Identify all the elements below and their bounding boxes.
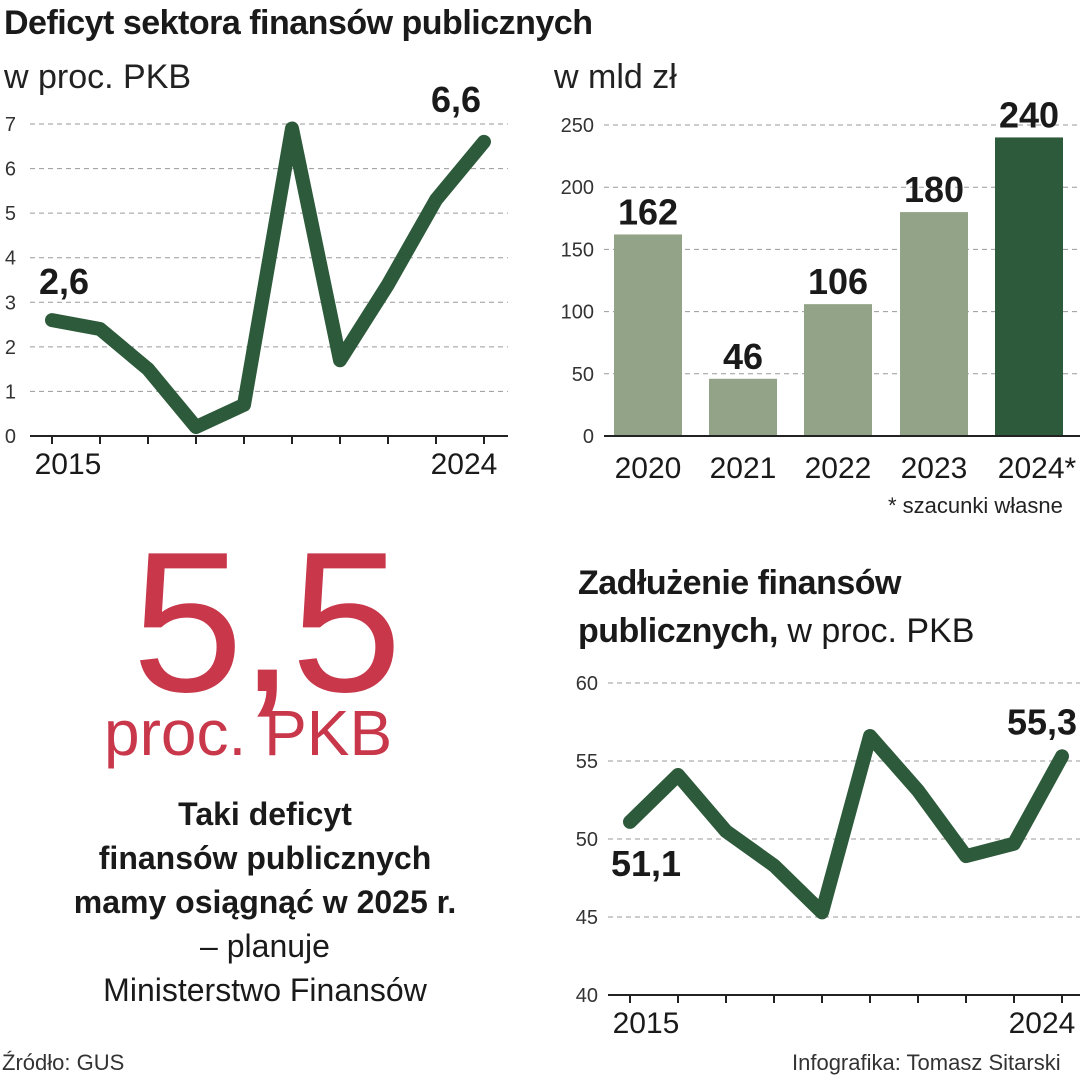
deficit-pct-data-label: 2,6 bbox=[39, 261, 89, 302]
debt-pct-y-tick: 50 bbox=[576, 829, 598, 851]
debt-pct-y-tick: 55 bbox=[576, 751, 598, 773]
highlight-value: 5,5 bbox=[132, 511, 402, 734]
deficit-bn-x-label: 2024* bbox=[998, 452, 1077, 485]
right-subtitle: w mld zł bbox=[554, 58, 677, 96]
deficit-pct-point bbox=[337, 357, 343, 364]
deficit-pct-series-line bbox=[45, 121, 491, 435]
debt-pct-point bbox=[771, 862, 777, 869]
deficit-bn-x-label: 2022 bbox=[805, 452, 872, 485]
estimate-note: * szacunki własne bbox=[888, 493, 1063, 518]
debt-pct-point bbox=[1011, 840, 1017, 847]
debt-pct-y-tick: 45 bbox=[576, 907, 598, 929]
deficit-bn-y-tick: 50 bbox=[572, 364, 594, 386]
deficit-bn-bar bbox=[614, 234, 682, 436]
debt-pct-point bbox=[675, 772, 681, 779]
debt-pct-point bbox=[627, 818, 633, 825]
caption-line-4: – planuje bbox=[200, 928, 330, 964]
highlight-unit: proc. PKB bbox=[104, 697, 393, 769]
deficit-bn-bar bbox=[900, 212, 968, 436]
debt-pct-point bbox=[723, 828, 729, 835]
debt-title-rest: w proc. PKB bbox=[787, 612, 975, 650]
chart-title: Deficyt sektora finansów publicznych bbox=[4, 4, 593, 42]
deficit-pct-point bbox=[97, 326, 103, 333]
deficit-bn-bar-label: 106 bbox=[808, 261, 868, 302]
debt-title-line-1: Zadłużenie finansów bbox=[578, 564, 901, 602]
deficit-pct-y-tick: 1 bbox=[5, 381, 16, 403]
deficit-pct-point bbox=[145, 366, 151, 373]
deficit-pct-point bbox=[385, 281, 391, 288]
deficit-pct-point bbox=[433, 196, 439, 203]
deficit-pct-y-tick: 5 bbox=[5, 203, 16, 225]
debt-pct-y-tick: 40 bbox=[576, 985, 598, 1007]
debt-pct-point bbox=[867, 733, 873, 740]
deficit-bn-bar-label: 180 bbox=[904, 169, 964, 210]
debt-pct-data-label: 55,3 bbox=[1007, 701, 1077, 742]
debt-pct-data-label: 51,1 bbox=[611, 843, 681, 884]
debt-pct-point bbox=[915, 787, 921, 794]
deficit-pct-data-label: 6,6 bbox=[431, 79, 481, 120]
deficit-bn-bar-label: 240 bbox=[999, 94, 1059, 135]
deficit-pct-y-tick: 7 bbox=[5, 114, 16, 136]
deficit-pct-y-tick: 4 bbox=[5, 248, 16, 270]
debt-pct-point bbox=[963, 853, 969, 860]
debt-pct-point bbox=[1059, 753, 1065, 760]
deficit-pct-y-tick: 2 bbox=[5, 337, 16, 359]
deficit-bn-bar-label: 162 bbox=[618, 191, 678, 232]
debt-pct-point bbox=[819, 909, 825, 916]
deficit-bn-bar bbox=[804, 304, 872, 436]
highlight-caption: Taki deficyt finansów publicznych mamy o… bbox=[20, 792, 510, 1012]
deficit-pct-point bbox=[241, 401, 247, 408]
deficit-bn-bar bbox=[709, 378, 777, 436]
deficit-pct-y-tick: 0 bbox=[5, 426, 16, 448]
deficit-pct-x-tick-label: 2015 bbox=[35, 448, 102, 481]
deficit-bn-bar-label: 46 bbox=[723, 336, 763, 377]
deficit-pct-point bbox=[481, 138, 487, 145]
deficit-bn-x-label: 2020 bbox=[615, 452, 682, 485]
debt-pct-series-line bbox=[623, 729, 1069, 920]
left-subtitle: w proc. PKB bbox=[4, 58, 192, 96]
deficit-bn-y-tick: 0 bbox=[583, 426, 594, 448]
deficit-pct-y-tick: 3 bbox=[5, 292, 16, 314]
debt-pct-x-tick-label: 2015 bbox=[613, 1007, 680, 1040]
deficit-pct-point bbox=[49, 317, 55, 324]
deficit-bn-x-label: 2021 bbox=[710, 452, 777, 485]
caption-line-1: Taki deficyt bbox=[178, 796, 352, 832]
deficit-pct-x-tick-label: 2024 bbox=[431, 448, 498, 481]
caption-line-3: mamy osiągnąć w 2025 r. bbox=[73, 884, 457, 920]
deficit-bn-x-label: 2023 bbox=[901, 452, 968, 485]
deficit-pct-y-tick: 6 bbox=[5, 159, 16, 181]
deficit-pct-point bbox=[193, 424, 199, 431]
deficit-bn-y-tick: 100 bbox=[561, 302, 594, 324]
debt-title-line-2: publicznych, w proc. PKB bbox=[578, 612, 974, 651]
debt-pct-y-tick: 60 bbox=[576, 673, 598, 695]
deficit-bn-bar bbox=[995, 137, 1063, 436]
debt-pct-x-tick-label: 2024 bbox=[1009, 1007, 1076, 1040]
deficit-bn-y-tick: 200 bbox=[561, 177, 594, 199]
debt-title-bold: publicznych, bbox=[578, 612, 778, 650]
deficit-pct-point bbox=[289, 125, 295, 132]
caption-line-2: finansów publicznych bbox=[98, 840, 432, 876]
credit-note: Infografika: Tomasz Sitarski bbox=[792, 1050, 1061, 1075]
caption-line-5: Ministerstwo Finansów bbox=[103, 972, 427, 1008]
deficit-bn-y-tick: 250 bbox=[561, 115, 594, 137]
deficit-bn-y-tick: 150 bbox=[561, 239, 594, 261]
source-note: Źródło: GUS bbox=[2, 1050, 125, 1075]
